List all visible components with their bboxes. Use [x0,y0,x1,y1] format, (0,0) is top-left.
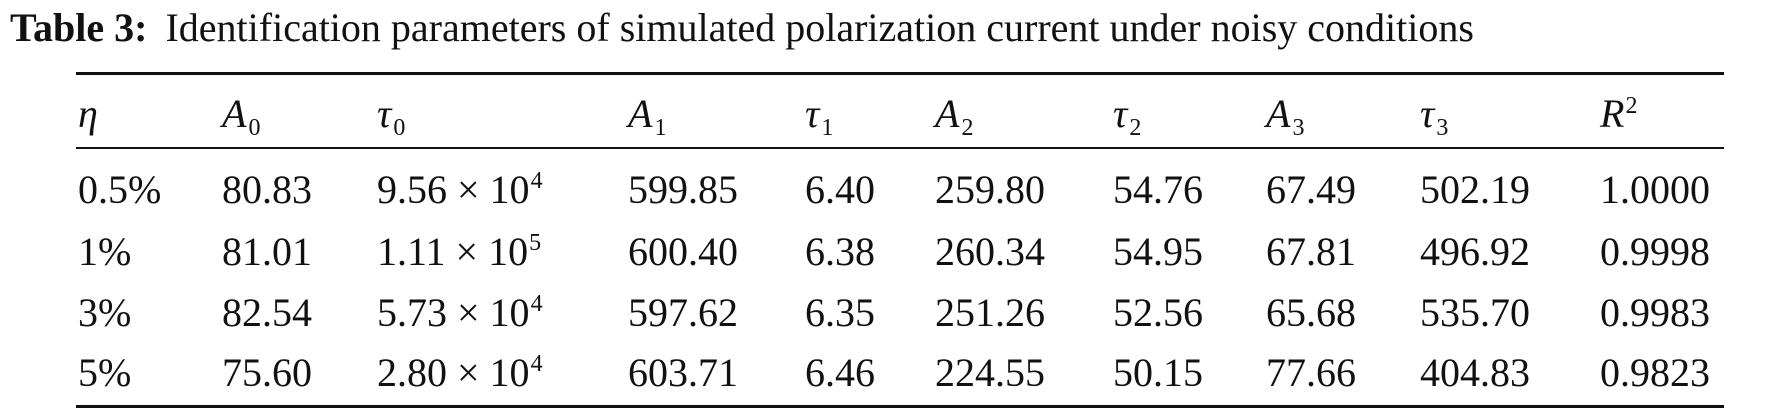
cell-a1: 597.62 [628,290,738,335]
cell-eta: 3% [78,290,132,335]
cell-tau3: 502.19 [1420,167,1530,212]
cell-r2: 0.9998 [1600,229,1710,274]
cell-a0: 82.54 [222,290,312,335]
cell-a0: 80.83 [222,167,312,212]
cell-tau3: 496.92 [1420,229,1530,274]
cell-r2: 0.9823 [1600,350,1710,395]
column-header-a0: A0 [222,91,261,141]
cell-a3: 65.68 [1266,290,1356,335]
column-header-tau3: τ3 [1420,91,1449,141]
cell-tau0: 5.73 × 104 [377,290,543,335]
table-bottom-rule [76,405,1724,408]
cell-a2: 259.80 [935,167,1045,212]
cell-tau2: 52.56 [1113,290,1203,335]
column-header-tau2: τ2 [1113,91,1142,141]
cell-r2: 1.0000 [1600,167,1710,212]
column-header-r2: R2 [1600,91,1638,136]
column-header-eta: η [78,91,98,136]
cell-tau2: 50.15 [1113,350,1203,395]
table-caption: Table 3: Identification parameters of sim… [10,0,1783,56]
column-header-a3: A3 [1266,91,1305,141]
table-row: 1% 81.01 1.11 × 105 600.40 6.38 260.34 5… [0,223,1783,281]
cell-tau0: 2.80 × 104 [377,350,543,395]
cell-a1: 600.40 [628,229,738,274]
cell-a3: 77.66 [1266,350,1356,395]
cell-eta: 1% [78,229,132,274]
column-header-a2: A2 [935,91,974,141]
column-header-a1: A1 [628,91,667,141]
cell-a3: 67.49 [1266,167,1356,212]
cell-tau2: 54.76 [1113,167,1203,212]
cell-a0: 75.60 [222,350,312,395]
cell-tau1: 6.38 [805,229,875,274]
cell-tau1: 6.40 [805,167,875,212]
cell-r2: 0.9983 [1600,290,1710,335]
table-row: 0.5% 80.83 9.56 × 104 599.85 6.40 259.80… [0,161,1783,219]
table-row: 5% 75.60 2.80 × 104 603.71 6.46 224.55 5… [0,344,1783,402]
cell-a3: 67.81 [1266,229,1356,274]
table-caption-label: Table 3: [10,5,148,50]
cell-a1: 599.85 [628,167,738,212]
table-top-rule [76,72,1724,75]
cell-a2: 251.26 [935,290,1045,335]
cell-tau3: 404.83 [1420,350,1530,395]
cell-a0: 81.01 [222,229,312,274]
cell-tau0: 9.56 × 104 [377,167,543,212]
cell-tau0: 1.11 × 105 [377,229,542,274]
table-caption-text: Identification parameters of simulated p… [165,5,1474,50]
cell-a1: 603.71 [628,350,738,395]
table-header-rule [76,147,1724,149]
cell-tau3: 535.70 [1420,290,1530,335]
table-row: 3% 82.54 5.73 × 104 597.62 6.35 251.26 5… [0,284,1783,342]
cell-tau2: 54.95 [1113,229,1203,274]
cell-eta: 0.5% [78,167,162,212]
column-header-tau1: τ1 [805,91,834,141]
cell-tau1: 6.35 [805,290,875,335]
cell-a2: 260.34 [935,229,1045,274]
cell-eta: 5% [78,350,132,395]
column-header-tau0: τ0 [377,91,406,141]
cell-a2: 224.55 [935,350,1045,395]
cell-tau1: 6.46 [805,350,875,395]
